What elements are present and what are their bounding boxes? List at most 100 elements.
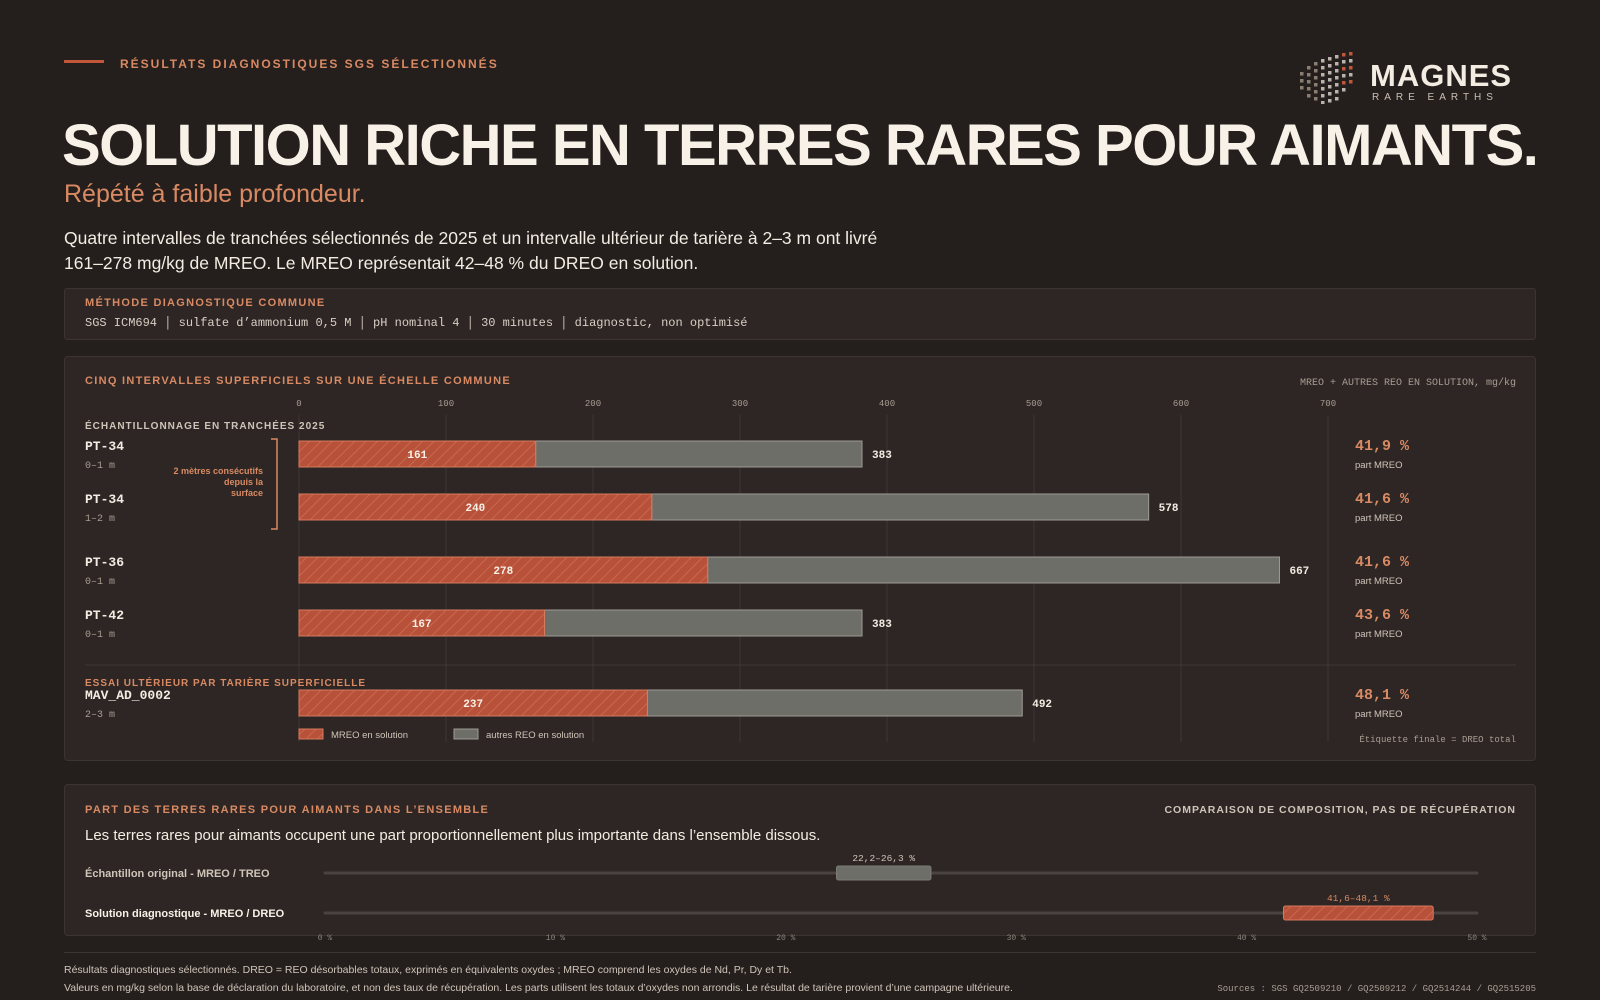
depth-label: 0–1 m — [85, 577, 115, 588]
logo-dot — [1342, 81, 1346, 85]
range-x-tick-label: 50 % — [1467, 934, 1486, 943]
share-caption: part MREO — [1355, 629, 1403, 640]
logo-dot — [1321, 73, 1325, 77]
x-tick-label: 700 — [1320, 399, 1336, 409]
share-value: 48,1 % — [1355, 687, 1410, 704]
x-tick-label: 400 — [879, 399, 895, 409]
range-x-tick-label: 30 % — [1007, 934, 1026, 943]
logo-dot — [1314, 90, 1318, 94]
bracket — [271, 438, 278, 530]
logo-dot — [1321, 101, 1325, 105]
method-box: MÉTHODE DIAGNOSTIQUE COMMUNE SGS ICM694 … — [64, 288, 1536, 340]
logo-dot — [1307, 94, 1311, 98]
logo-dot — [1349, 73, 1353, 77]
sample-label: PT-42 — [85, 608, 124, 623]
logo-mark-icon — [1300, 52, 1353, 105]
logo-dot — [1300, 79, 1304, 83]
bracket-note: 2 mètres consécutifs — [173, 466, 263, 476]
end-note: Étiquette finale = DREO total — [1359, 734, 1516, 745]
range-x-tick-label: 0 % — [318, 934, 333, 943]
range-row-label: Solution diagnostique - MREO / DREO — [85, 908, 285, 920]
logo-dot — [1314, 62, 1318, 66]
total-value-label: 578 — [1159, 503, 1179, 515]
sample-label: PT-34 — [85, 492, 124, 507]
depth-label: 0–1 m — [85, 630, 115, 641]
range-chart-title: PART DES TERRES RARES POUR AIMANTS DANS … — [85, 804, 489, 816]
mreo-value-label: 237 — [463, 699, 483, 711]
range-chart-subtitle: Les terres rares pour aimants occupent u… — [85, 827, 820, 844]
bar-other-reo — [543, 609, 863, 637]
sources: Sources : SGS GQ2509210 / GQ2509212 / GQ… — [1217, 984, 1536, 994]
logo-subtitle: RARE EARTHS — [1372, 92, 1498, 103]
stacked-bar-chart: CINQ INTERVALLES SUPERFICIELS SUR UNE ÉC… — [85, 374, 1516, 745]
logo-name: MAGNES — [1370, 58, 1513, 93]
range-x-tick-label: 20 % — [776, 934, 795, 943]
logo-dot — [1314, 97, 1318, 101]
mreo-value-label: 167 — [412, 619, 432, 631]
x-tick-label: 600 — [1173, 399, 1189, 409]
bar-mreo — [298, 440, 537, 468]
logo-dot — [1342, 88, 1346, 92]
logo-dot — [1328, 99, 1332, 103]
logo-dot — [1321, 80, 1325, 84]
sample-label: PT-34 — [85, 439, 124, 454]
intro-text: Quatre intervalles de tranchées sélectio… — [64, 228, 878, 273]
logo-dot — [1342, 74, 1346, 78]
page-title: SOLUTION RICHE EN TERRES RARES POUR AIMA… — [62, 113, 1539, 178]
footnote-1: Résultats diagnostiques sélectionnés. DR… — [64, 964, 792, 976]
logo-dot — [1307, 87, 1311, 91]
x-tick-label: 300 — [732, 399, 748, 409]
mreo-value-label: 240 — [465, 503, 485, 515]
logo-dot — [1342, 60, 1346, 64]
logo-dot — [1328, 78, 1332, 82]
range-bar — [835, 865, 932, 881]
logo-dot — [1314, 83, 1318, 87]
bar-mreo — [298, 609, 545, 637]
kicker-rule — [64, 60, 104, 63]
range-value-label: 41,6–48,1 % — [1327, 893, 1390, 904]
total-value-label: 383 — [872, 450, 892, 462]
depth-label: 2–3 m — [85, 710, 115, 721]
range-bar — [1282, 905, 1434, 921]
logo-dot — [1300, 72, 1304, 76]
logo-dot — [1321, 66, 1325, 70]
bar-other-reo — [707, 556, 1280, 584]
legend-label-other: autres REO en solution — [486, 730, 584, 741]
legend-label-mreo: MREO en solution — [331, 730, 408, 741]
bar-chart-title: CINQ INTERVALLES SUPERFICIELS SUR UNE ÉC… — [85, 374, 511, 387]
x-tick-label: 500 — [1026, 399, 1042, 409]
mreo-value-label: 161 — [407, 450, 427, 462]
share-value: 43,6 % — [1355, 607, 1410, 624]
logo-dot — [1349, 52, 1353, 56]
logo-dot — [1307, 73, 1311, 77]
footnote-2: Valeurs en mg/kg selon la base de déclar… — [64, 982, 1013, 994]
bar-other-reo — [651, 493, 1150, 521]
logo-dot — [1349, 66, 1353, 70]
logo-dot — [1342, 67, 1346, 71]
page-subtitle: Répété à faible profondeur. — [64, 180, 366, 208]
bar-other-reo — [535, 440, 863, 468]
logo-dot — [1349, 80, 1353, 84]
logo-dot — [1335, 90, 1339, 94]
depth-label: 1–2 m — [85, 514, 115, 525]
range-value-label: 22,2–26,3 % — [852, 853, 915, 864]
share-caption: part MREO — [1355, 460, 1403, 471]
mreo-value-label: 278 — [493, 566, 513, 578]
range-x-tick-label: 10 % — [546, 934, 565, 943]
share-caption: part MREO — [1355, 576, 1403, 587]
bar-mreo — [298, 556, 709, 584]
sample-label: PT-36 — [85, 555, 124, 570]
logo-dot — [1307, 80, 1311, 84]
range-chart: PART DES TERRES RARES POUR AIMANTS DANS … — [85, 803, 1516, 943]
share-caption: part MREO — [1355, 513, 1403, 524]
logo-dot — [1321, 59, 1325, 63]
legend-swatch-mreo — [298, 728, 324, 740]
range-row-label: Échantillon original - MREO / TREO — [85, 867, 270, 880]
method-text: SGS ICM694 │ sulfate d’ammonium 0,5 M │ … — [85, 316, 748, 330]
range-chart-panel: PART DES TERRES RARES POUR AIMANTS DANS … — [64, 784, 1536, 943]
range-chart-right-label: COMPARAISON DE COMPOSITION, PAS DE RÉCUP… — [1164, 803, 1516, 816]
logo-dot — [1314, 69, 1318, 73]
logo-dot — [1335, 69, 1339, 73]
logo-dot — [1328, 57, 1332, 61]
group-label-auger: ESSAI ULTÉRIEUR PAR TARIÈRE SUPERFICIELL… — [85, 676, 366, 689]
